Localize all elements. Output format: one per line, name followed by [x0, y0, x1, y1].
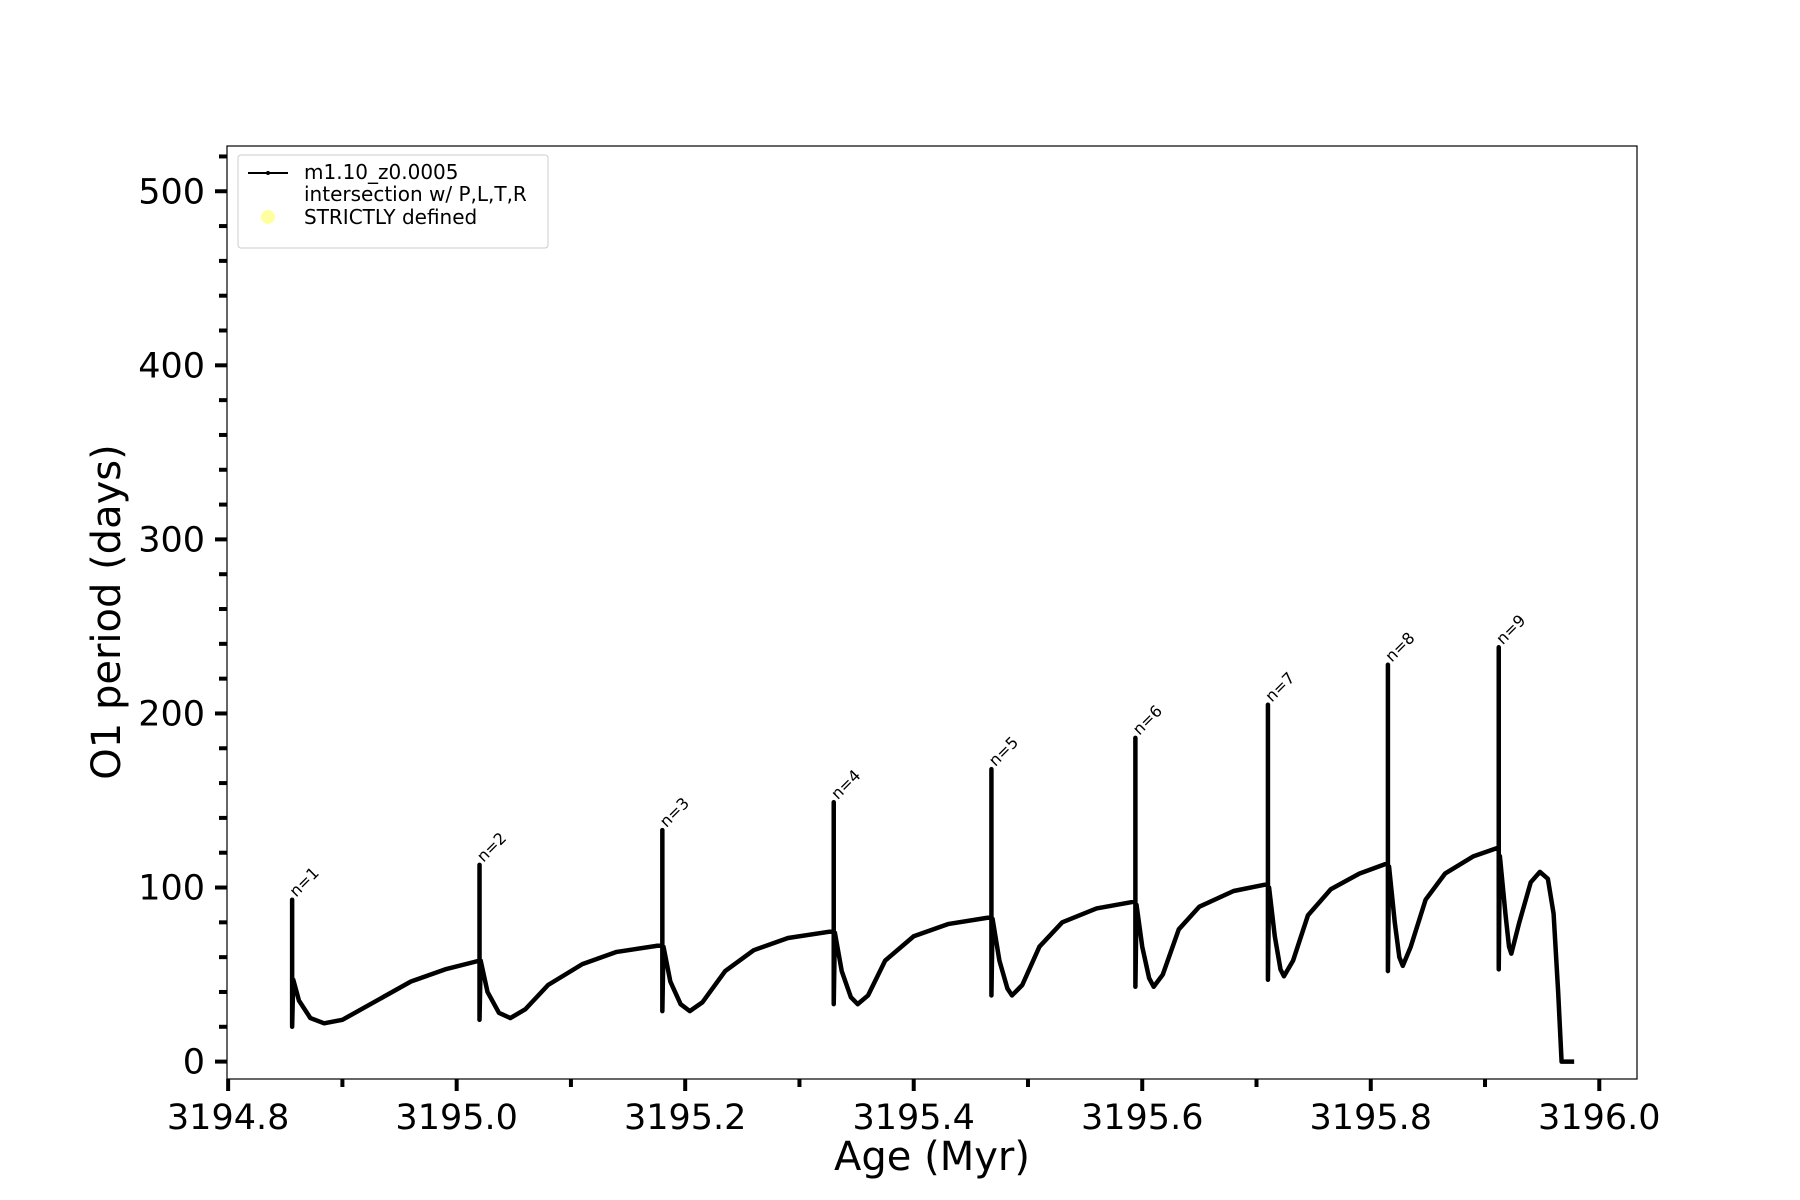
annotation: n=4 [827, 766, 864, 803]
x-tick-label: 3195.2 [624, 1098, 746, 1138]
legend-box [237, 154, 549, 249]
legend-label: intersection w/ P,L,T,R STRICTLY defined [304, 182, 527, 229]
x-axis-label: Age (Myr) [834, 1134, 1030, 1180]
y-tick-label: 0 [183, 1043, 205, 1083]
annotation: n=2 [473, 828, 510, 865]
annotation: n=5 [985, 733, 1022, 770]
annotation: n=1 [286, 863, 323, 900]
x-tick-label: 3195.4 [852, 1098, 974, 1138]
plot-frame [226, 145, 1638, 1080]
x-tick-label: 3195.6 [1081, 1098, 1203, 1138]
data-line [289, 645, 1575, 1064]
y-tick-label: 300 [138, 520, 205, 560]
x-tick-label: 3196.0 [1538, 1098, 1660, 1138]
annotation: n=8 [1381, 628, 1418, 665]
x-tick-label: 3195.8 [1310, 1098, 1432, 1138]
annotation: n=9 [1492, 611, 1529, 648]
annotation: n=6 [1129, 701, 1166, 738]
legend-label: m1.10_z0.0005 [304, 160, 459, 184]
y-tick-label: 500 [138, 172, 205, 212]
y-tick-label: 100 [138, 869, 205, 909]
x-tick-label: 3195.0 [395, 1098, 517, 1138]
y-tick-label: 400 [138, 346, 205, 386]
legend-marker [266, 171, 270, 175]
y-tick-label: 200 [138, 694, 205, 734]
x-tick-label: 3194.8 [167, 1098, 289, 1138]
annotation: n=7 [1261, 668, 1298, 705]
y-axis-label: O1 period (days) [84, 444, 130, 779]
annotation: n=3 [656, 794, 693, 831]
legend-marker [261, 210, 275, 224]
